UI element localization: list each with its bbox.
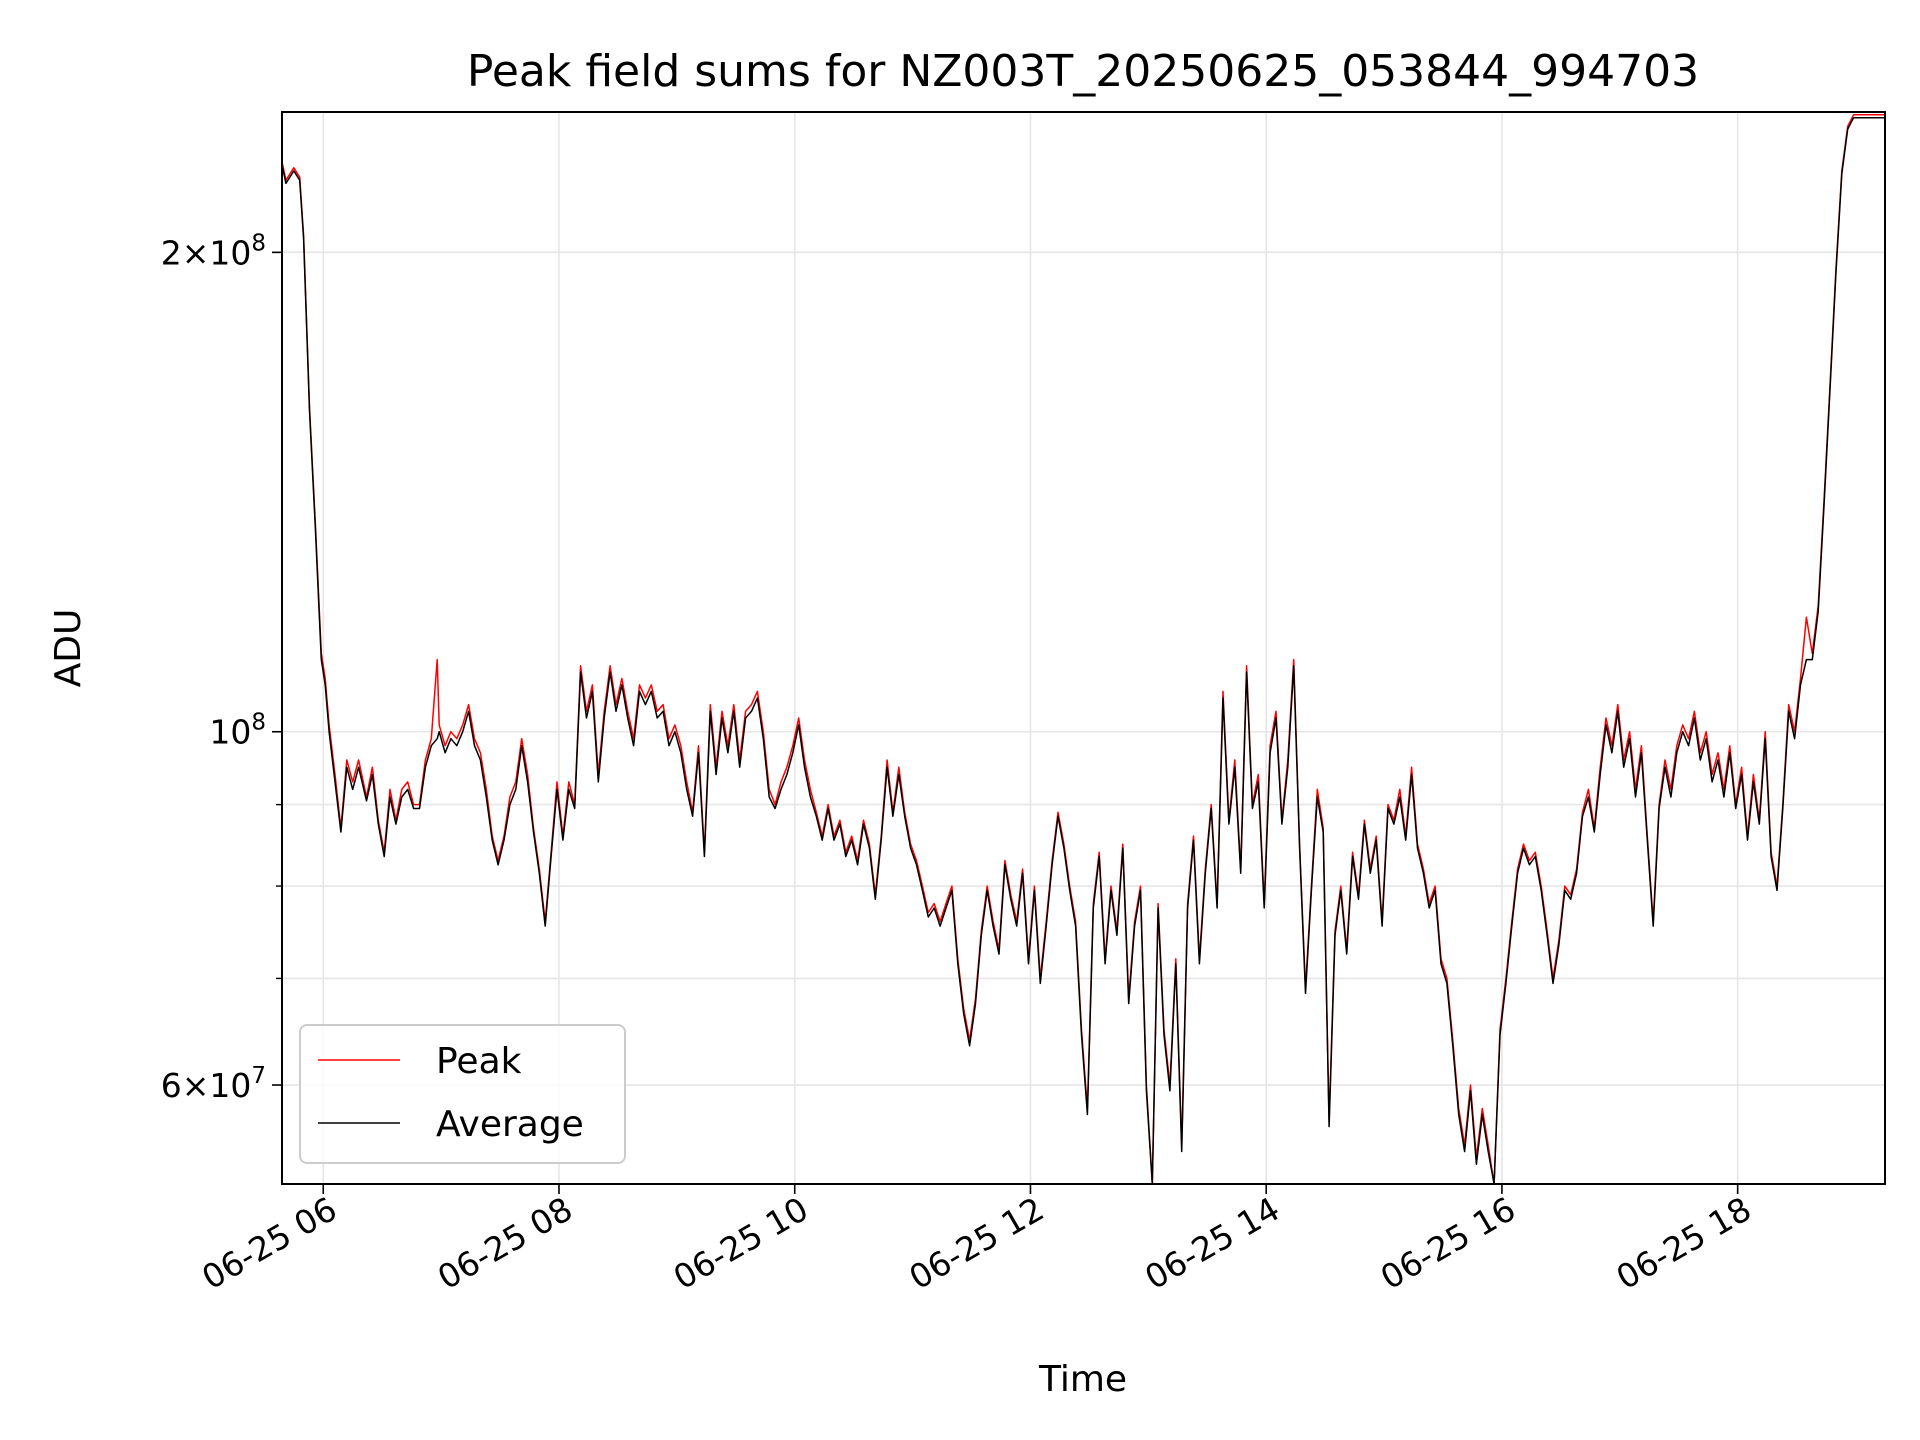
plot-frame: [281, 111, 1886, 1185]
y-axis: 6×107 108 2×108: [161, 230, 282, 1105]
y-tick-label: 2×108: [161, 230, 266, 272]
x-axis-label: Time: [1038, 1359, 1127, 1400]
legend: Peak Average: [299, 1024, 626, 1164]
legend-label-average: Average: [436, 1104, 584, 1145]
y-axis-label: ADU: [48, 609, 89, 688]
series-layer: [282, 114, 1885, 1184]
y-tick-label: 108: [209, 710, 266, 752]
chart-title: Peak field sums for NZ003T_20250625_0538…: [467, 46, 1699, 97]
y-tick-label: 6×107: [161, 1063, 266, 1105]
series-line-average: [282, 116, 1885, 1184]
legend-label-peak: Peak: [436, 1041, 522, 1082]
